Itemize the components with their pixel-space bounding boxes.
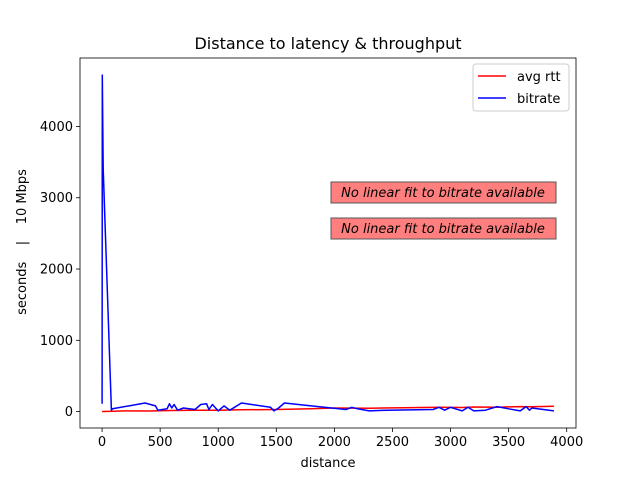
annotation-2: No linear fit to bitrate available xyxy=(330,217,557,240)
x-tick-label: 2000 xyxy=(318,435,351,450)
x-tick-label: 0 xyxy=(98,435,106,450)
x-axis-label: distance xyxy=(300,456,355,471)
legend-label-bitrate: bitrate xyxy=(517,92,560,107)
annotation-text: No linear fit to bitrate available xyxy=(341,222,545,237)
legend-label-avg-rtt: avg rtt xyxy=(517,70,561,85)
x-tick-label: 500 xyxy=(148,435,173,450)
legend: avg rtt bitrate xyxy=(472,63,570,112)
y-tick-label: 0 xyxy=(65,405,73,420)
plot-area: 0 500 1000 1500 2000 2500 3000 3500 4000 0 1000 200… xyxy=(40,57,583,450)
annotation-box xyxy=(330,217,557,240)
plot-frame xyxy=(79,57,577,429)
annotation-1: No linear fit to bitrate available xyxy=(330,181,557,204)
x-tick-label: 3000 xyxy=(434,435,467,450)
y-tick-label: 4000 xyxy=(40,120,73,135)
x-tick-label: 1500 xyxy=(260,435,293,450)
y-tick-label: 3000 xyxy=(40,191,73,206)
chart-title: Distance to latency & throughput xyxy=(194,34,461,53)
x-tick-label: 2500 xyxy=(376,435,409,450)
y-tick-label: 2000 xyxy=(40,263,73,278)
series-line-bitrate xyxy=(101,74,554,412)
annotation-text: No linear fit to bitrate available xyxy=(341,186,545,201)
y-axis-label: seconds | 10 Mbps xyxy=(15,169,30,315)
x-tick-label: 1000 xyxy=(202,435,235,450)
annotation-box xyxy=(330,181,557,204)
y-tick-label: 1000 xyxy=(40,334,73,349)
x-tick-label: 3500 xyxy=(492,435,525,450)
x-tick-label: 4000 xyxy=(550,435,583,450)
